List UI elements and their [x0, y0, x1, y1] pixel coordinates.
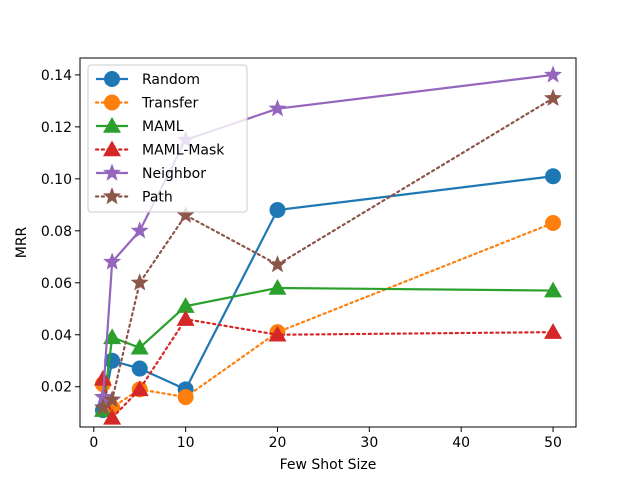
data-point-path [130, 273, 149, 291]
series-transfer [94, 215, 562, 416]
y-axis-label: MRR [14, 226, 30, 258]
data-point-random [269, 202, 286, 219]
data-point-path [268, 255, 287, 273]
series-layer [93, 65, 563, 425]
legend-item-maml: MAML [96, 117, 184, 135]
series-line-path [101, 97, 555, 409]
data-point-maml-mask [176, 310, 195, 326]
y-tick-label: 0.14 [41, 68, 72, 84]
data-point-random [131, 360, 148, 377]
legend-marker-transfer [104, 94, 120, 111]
data-point-maml [544, 281, 563, 298]
data-point-neighbor [268, 99, 287, 117]
y-tick-label: 0.06 [41, 276, 72, 292]
legend-marker-random [104, 71, 120, 87]
y-tick-label: 0.02 [41, 380, 72, 396]
series-path [93, 88, 563, 416]
data-point-maml [176, 297, 195, 313]
series-maml-mask [93, 310, 563, 425]
x-tick-label: 0 [89, 435, 98, 451]
data-point-neighbor [130, 221, 149, 239]
data-point-transfer [545, 215, 562, 232]
legend-item-transfer: Transfer [94, 94, 199, 112]
data-point-path [176, 205, 195, 223]
legend-item-path: Path [94, 187, 173, 206]
data-point-maml-mask [93, 369, 112, 386]
y-tick-label: 0.04 [41, 328, 72, 344]
data-point-path [103, 390, 122, 408]
x-tick-label: 30 [360, 435, 378, 451]
x-axis-label: Few Shot Size [280, 457, 377, 473]
legend-label-path: Path [142, 190, 173, 206]
series-line-random [101, 175, 554, 411]
legend-label-maml-mask: MAML-Mask [142, 143, 225, 159]
x-tick-label: 50 [544, 435, 562, 451]
ticks-layer: 0 10 20 30 40 50 0.02 0.04 0.06 0.08 0.10 0.12 0.14 [41, 68, 562, 451]
legend-label-random: Random [142, 72, 200, 88]
data-point-transfer [177, 389, 194, 406]
y-tick-label: 0.12 [41, 120, 72, 136]
x-tick-label: 40 [452, 435, 470, 451]
series-line-transfer [101, 221, 555, 410]
legend-marker-neighbor [102, 163, 122, 181]
legend-marker-maml [103, 117, 121, 133]
legend-item-random: Random [96, 71, 200, 88]
data-point-neighbor [544, 65, 563, 83]
series-line-maml-mask [101, 317, 555, 421]
x-tick-label: 10 [177, 435, 195, 451]
x-tick-label: 20 [269, 435, 287, 451]
legend: Random Transfer MAML MAML-Mask Neighbor Path [87, 64, 248, 213]
data-point-neighbor [103, 252, 122, 270]
data-point-neighbor [93, 387, 112, 405]
legend-label-neighbor: Neighbor [142, 166, 206, 182]
data-point-random [545, 168, 562, 185]
y-tick-label: 0.10 [41, 172, 72, 188]
legend-marker-path [102, 187, 122, 205]
data-point-path [93, 398, 112, 416]
legend-item-neighbor: Neighbor [96, 163, 206, 182]
data-point-maml [130, 338, 149, 355]
data-point-path [544, 88, 563, 106]
legend-label-maml: MAML [142, 119, 184, 135]
data-point-maml-mask [268, 325, 287, 342]
y-tick-label: 0.08 [41, 224, 72, 240]
series-line-maml [101, 286, 554, 411]
data-point-maml-mask [130, 380, 149, 397]
legend-item-maml-mask: MAML-Mask [94, 140, 225, 159]
legend-marker-maml-mask [103, 140, 121, 157]
series-maml [93, 278, 563, 417]
data-point-maml-mask [544, 323, 563, 339]
plot-frame [79, 57, 577, 428]
legend-label-transfer: Transfer [141, 96, 199, 112]
data-point-maml [268, 278, 287, 295]
data-point-maml-mask [103, 408, 122, 425]
